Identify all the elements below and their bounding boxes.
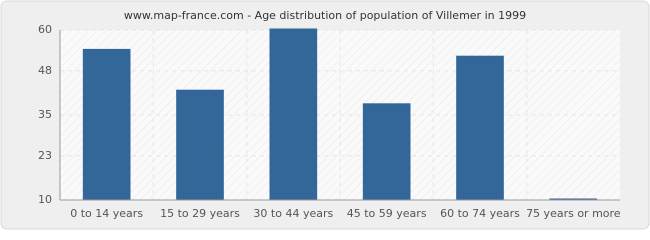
x-tick-label: 75 years or more [526, 207, 621, 220]
bar [82, 48, 131, 201]
y-tick-label: 60 [38, 23, 52, 36]
page: www.map-france.com - Age distribution of… [0, 0, 650, 230]
bar [362, 103, 411, 201]
x-tick-label: 15 to 29 years [160, 207, 240, 220]
x-tick-label: 0 to 14 years [70, 207, 143, 220]
bar [176, 89, 224, 201]
x-tick-label: 45 to 59 years [347, 207, 427, 220]
y-tick-label: 23 [38, 149, 52, 162]
y-tick-label: 10 [38, 193, 52, 206]
y-tick-label: 48 [38, 64, 52, 77]
bar [269, 28, 318, 201]
x-tick-label: 30 to 44 years [253, 207, 333, 220]
x-tick-label: 60 to 74 years [440, 207, 520, 220]
chart: www.map-france.com - Age distribution of… [0, 0, 650, 230]
y-tick-label: 35 [38, 108, 52, 121]
chart-title: www.map-france.com - Age distribution of… [124, 9, 526, 22]
bar [456, 55, 504, 201]
